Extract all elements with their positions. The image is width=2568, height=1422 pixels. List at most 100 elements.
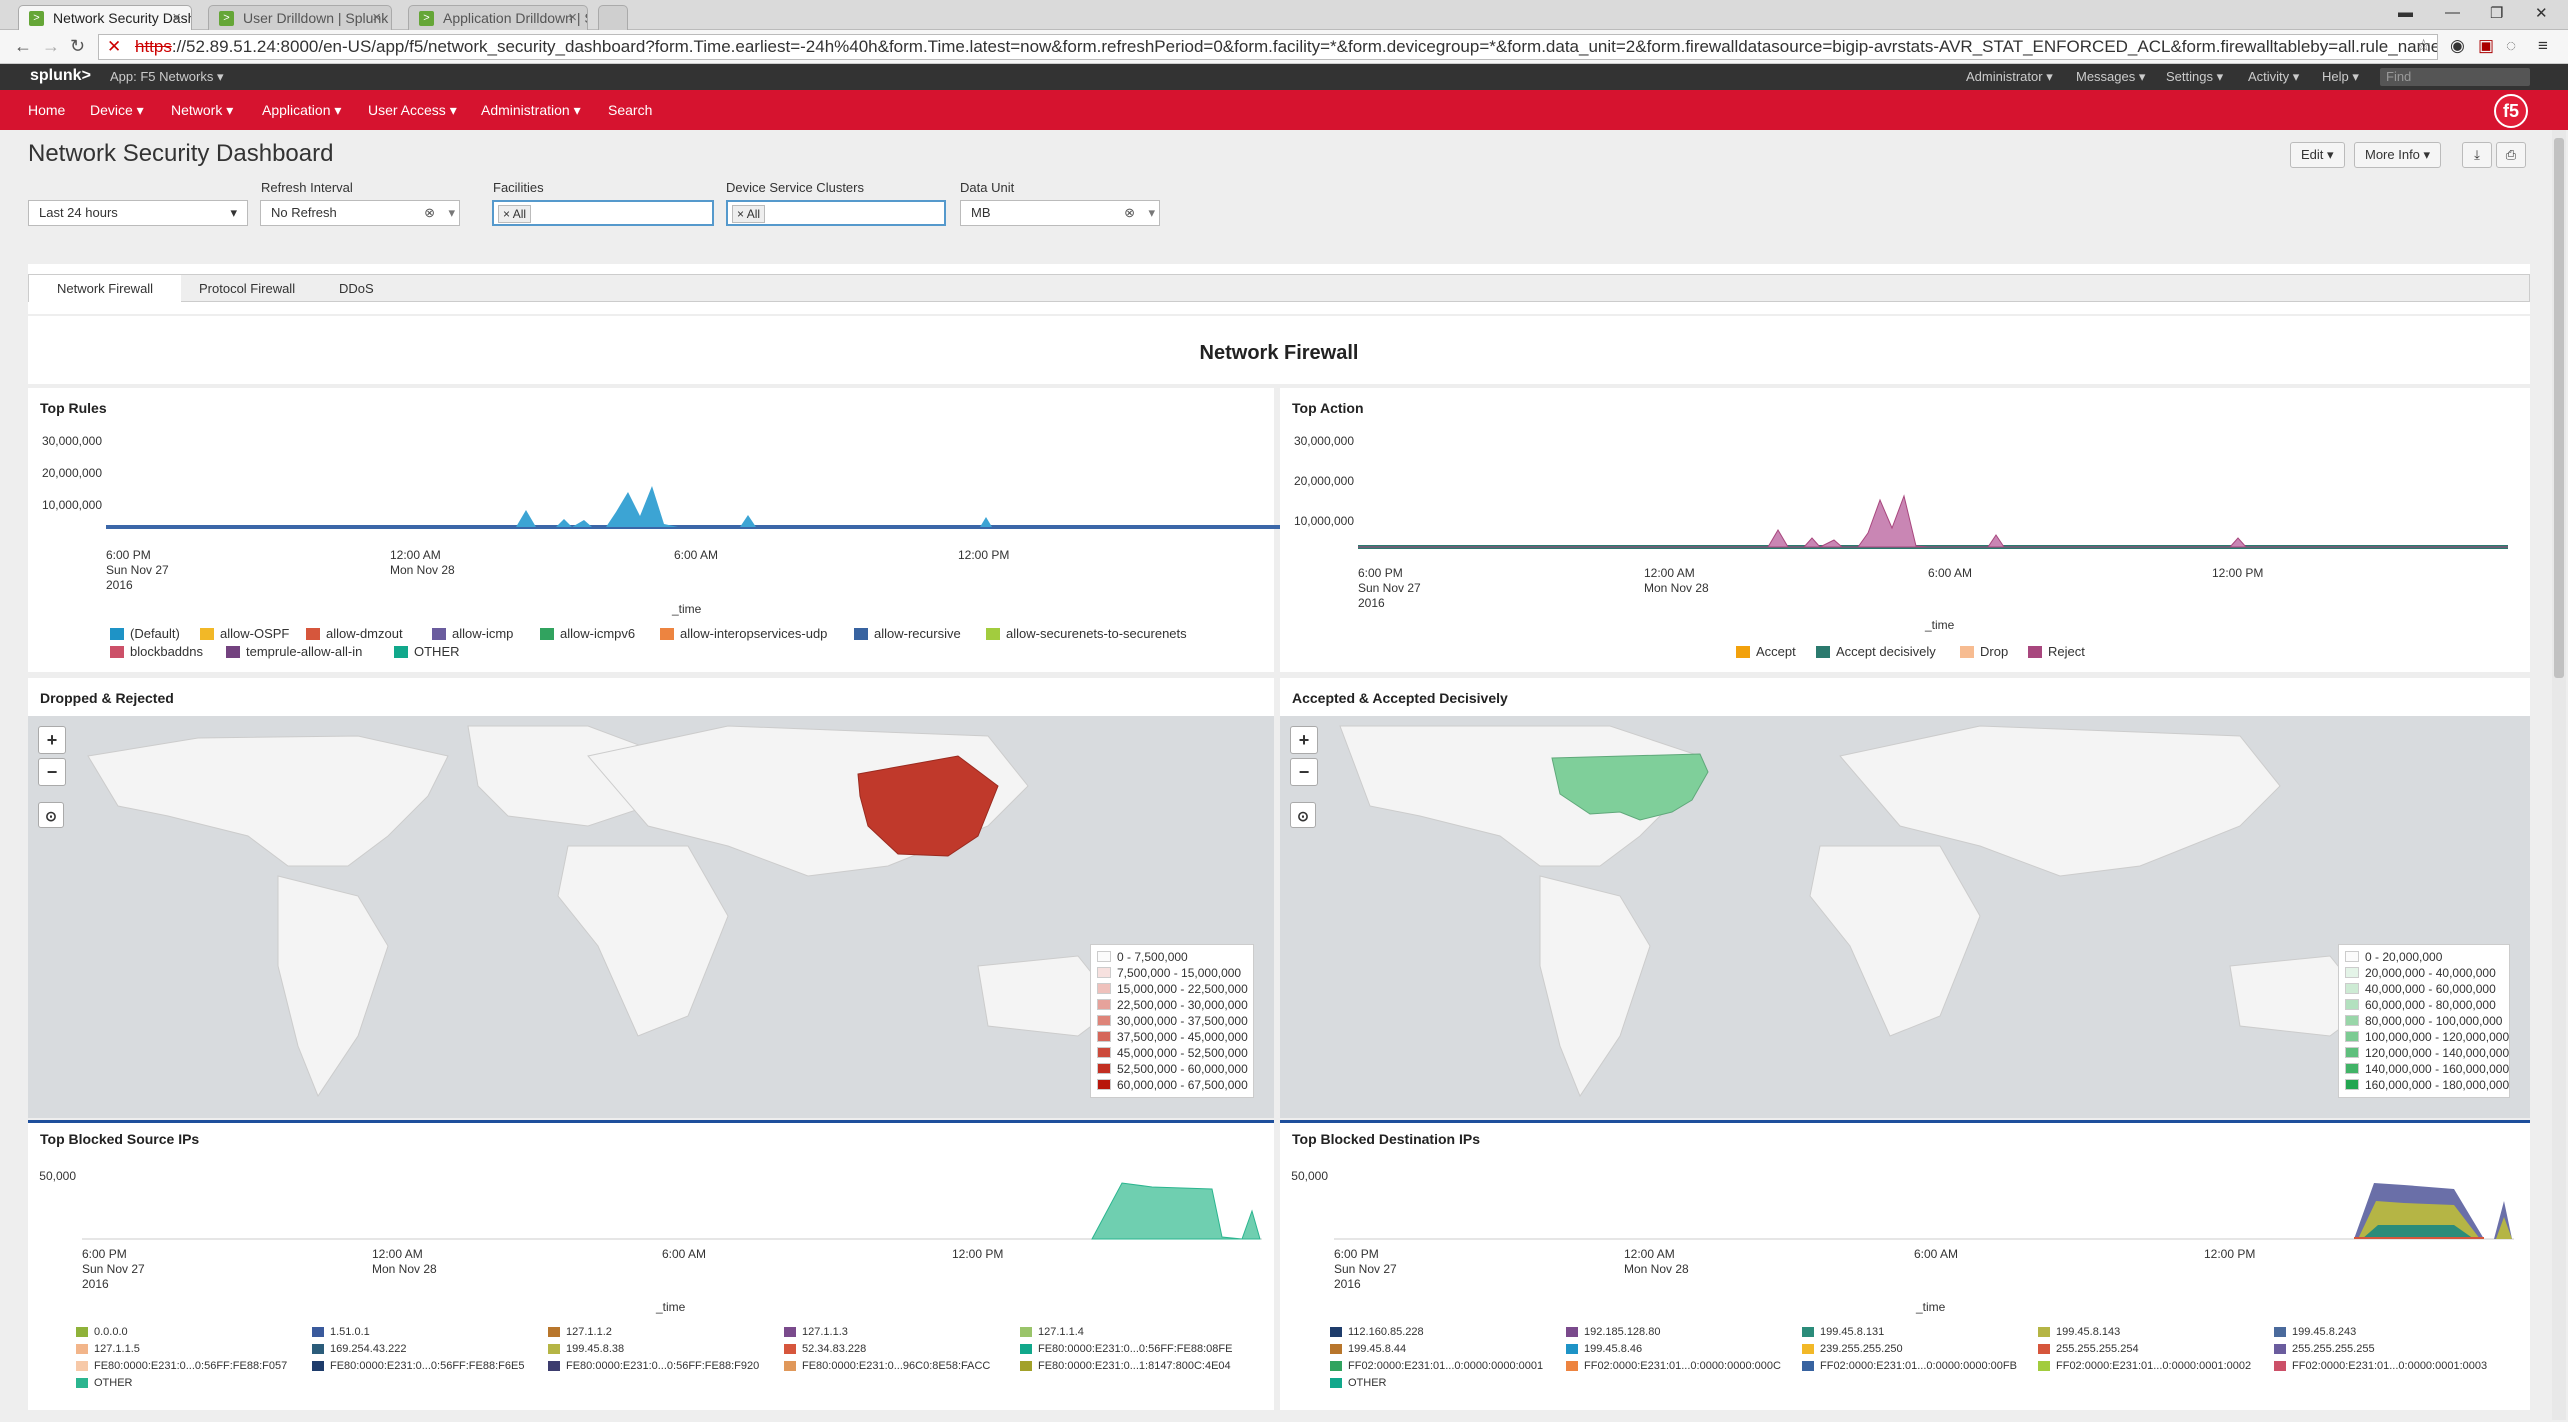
nav-network[interactable]: Network ▾ [171, 102, 234, 118]
legend-item[interactable]: FE80:0000:E231:0...1:8147:800C:4E04 [1020, 1360, 1231, 1372]
legend-item[interactable]: 192.185.128.80 [1566, 1326, 1660, 1338]
legend-item[interactable]: FF02:0000:E231:01...0:0000:0000:00FB [1802, 1360, 2017, 1372]
tab-protocol-firewall[interactable]: Protocol Firewall [199, 281, 296, 296]
usa-region[interactable] [1551, 753, 1709, 821]
legend-item[interactable]: 127.1.1.2 [548, 1326, 612, 1338]
legend-item[interactable]: OTHER [1330, 1377, 1387, 1389]
administrator-menu[interactable]: Administrator ▾ [1966, 69, 2053, 84]
close-window-icon[interactable]: ✕ [2535, 5, 2548, 22]
legend-item[interactable]: 239.255.255.250 [1802, 1343, 1903, 1355]
export-button[interactable]: ⤓ [2462, 142, 2492, 168]
legend-item[interactable]: 199.45.8.44 [1330, 1343, 1406, 1355]
cluster-token[interactable]: × All [732, 205, 766, 223]
close-icon[interactable]: × [568, 9, 577, 26]
close-icon[interactable]: × [172, 9, 181, 26]
choropleth-map[interactable]: + − ⊙ 0 - 7,500,000 7,500,000 - 15,000,0… [28, 716, 1274, 1118]
legend-item[interactable]: 127.1.1.3 [784, 1326, 848, 1338]
legend-item[interactable]: blockbaddns [110, 644, 203, 659]
find-input[interactable]: Find [2380, 68, 2530, 86]
more-info-button[interactable]: More Info ▾ [2354, 142, 2442, 168]
legend-item[interactable]: Accept decisively [1816, 644, 1936, 659]
legend-item[interactable]: Accept [1736, 644, 1796, 659]
nav-search[interactable]: Search [608, 102, 653, 118]
legend-item[interactable]: 0.0.0.0 [76, 1326, 128, 1338]
legend-item[interactable]: allow-securenets-to-securenets [986, 626, 1187, 641]
extension-icon[interactable]: ◌ [2506, 36, 2517, 55]
forward-icon[interactable]: → [42, 36, 60, 56]
device-clusters-multiselect[interactable]: × All [726, 200, 946, 226]
legend-item[interactable]: Reject [2028, 644, 2085, 659]
settings-menu[interactable]: Settings ▾ [2166, 69, 2224, 84]
legend-item[interactable]: 52.34.83.228 [784, 1343, 866, 1355]
legend-item[interactable]: 127.1.1.4 [1020, 1326, 1084, 1338]
browser-tab[interactable]: > Application Drilldown | Sp × [408, 5, 588, 30]
legend-item[interactable]: FE80:0000:E231:0...0:56FF:FE88:F057 [76, 1360, 287, 1372]
help-menu[interactable]: Help ▾ [2322, 69, 2359, 84]
clear-icon[interactable]: ⊗ [1124, 205, 1135, 220]
legend-item[interactable]: 199.45.8.38 [548, 1343, 624, 1355]
new-tab-button[interactable] [598, 5, 628, 30]
legend-item[interactable]: allow-interopservices-udp [660, 626, 827, 641]
back-icon[interactable]: ← [14, 36, 32, 56]
close-icon[interactable]: × [372, 9, 381, 26]
print-button[interactable]: ⎙ [2496, 142, 2526, 168]
legend-item[interactable]: 255.255.255.254 [2038, 1343, 2139, 1355]
scrollbar-thumb[interactable] [2554, 138, 2564, 678]
legend-item[interactable]: OTHER [76, 1377, 133, 1389]
nav-administration[interactable]: Administration ▾ [481, 102, 581, 118]
zoom-out-button[interactable]: − [38, 758, 66, 786]
zoom-out-button[interactable]: − [1290, 758, 1318, 786]
nav-user-access[interactable]: User Access ▾ [368, 102, 457, 118]
legend-item[interactable]: 199.45.8.243 [2274, 1326, 2356, 1338]
legend-item[interactable]: FE80:0000:E231:0...96C0:8E58:FACC [784, 1360, 990, 1372]
legend-item[interactable]: 1.51.0.1 [312, 1326, 370, 1338]
legend-item[interactable]: Drop [1960, 644, 2008, 659]
reload-icon[interactable]: ↻ [70, 36, 86, 56]
legend-item[interactable]: 169.254.43.222 [312, 1343, 406, 1355]
time-picker[interactable]: Last 24 hours ▾ [28, 200, 248, 226]
page-scrollbar[interactable] [2552, 130, 2566, 1420]
clear-icon[interactable]: ⊗ [424, 205, 435, 220]
legend-item[interactable]: 199.45.8.143 [2038, 1326, 2120, 1338]
browser-tab[interactable]: > Network Security Dashbo× [18, 5, 192, 30]
reset-view-button[interactable]: ⊙ [38, 802, 64, 828]
legend-item[interactable]: FF02:0000:E231:01...0:0000:0001:0002 [2038, 1360, 2251, 1372]
facility-token[interactable]: × All [498, 205, 532, 223]
legend-item[interactable]: allow-OSPF [200, 626, 289, 641]
legend-item[interactable]: FE80:0000:E231:0...0:56FF:FE88:F920 [548, 1360, 759, 1372]
legend-item[interactable]: FE80:0000:E231:0...0:56FF:FE88:F6E5 [312, 1360, 524, 1372]
app-menu[interactable]: App: F5 Networks ▾ [110, 69, 224, 84]
china-region[interactable] [857, 755, 999, 857]
nav-home[interactable]: Home [28, 102, 66, 118]
tab-network-firewall[interactable]: Network Firewall [29, 275, 182, 302]
legend-item[interactable]: allow-icmp [432, 626, 513, 641]
nav-device[interactable]: Device ▾ [90, 102, 144, 118]
legend-item[interactable]: FF02:0000:E231:01...0:0000:0000:000C [1566, 1360, 1781, 1372]
legend-item[interactable]: allow-icmpv6 [540, 626, 635, 641]
edit-button[interactable]: Edit ▾ [2290, 142, 2345, 168]
legend-item[interactable]: temprule-allow-all-in [226, 644, 362, 659]
bookmark-star-icon[interactable]: ☆ [2416, 36, 2432, 55]
legend-item[interactable]: 255.255.255.255 [2274, 1343, 2375, 1355]
browser-menu-icon[interactable]: ≡ [2538, 36, 2548, 55]
choropleth-map[interactable]: + − ⊙ 0 - 20,000,000 20,000,000 - 40,000… [1280, 716, 2530, 1118]
minimize-icon[interactable]: — [2445, 4, 2460, 21]
legend-item[interactable]: FE80:0000:E231:0...0:56FF:FE88:08FE [1020, 1343, 1232, 1355]
legend-item[interactable]: allow-dmzout [306, 626, 403, 641]
browser-tab[interactable]: > User Drilldown | Splunk × [208, 5, 392, 30]
legend-item[interactable]: FF02:0000:E231:01...0:0000:0000:0001 [1330, 1360, 1543, 1372]
zoom-in-button[interactable]: + [1290, 726, 1318, 754]
refresh-interval-select[interactable]: No Refresh ⊗ ▾ [260, 200, 460, 226]
tab-ddos[interactable]: DDoS [339, 281, 374, 296]
facilities-multiselect[interactable]: × All [492, 200, 714, 226]
extension-icon[interactable]: ◉ [2450, 36, 2465, 55]
legend-item[interactable]: 199.45.8.131 [1802, 1326, 1884, 1338]
legend-item[interactable]: 127.1.1.5 [76, 1343, 140, 1355]
reset-view-button[interactable]: ⊙ [1290, 802, 1316, 828]
legend-item[interactable]: 199.45.8.46 [1566, 1343, 1642, 1355]
legend-item[interactable]: allow-recursive [854, 626, 961, 641]
pdf-extension-icon[interactable]: ▣ [2478, 36, 2495, 55]
legend-item[interactable]: (Default) [110, 626, 180, 641]
activity-menu[interactable]: Activity ▾ [2248, 69, 2300, 84]
data-unit-select[interactable]: MB ⊗ ▾ [960, 200, 1160, 226]
